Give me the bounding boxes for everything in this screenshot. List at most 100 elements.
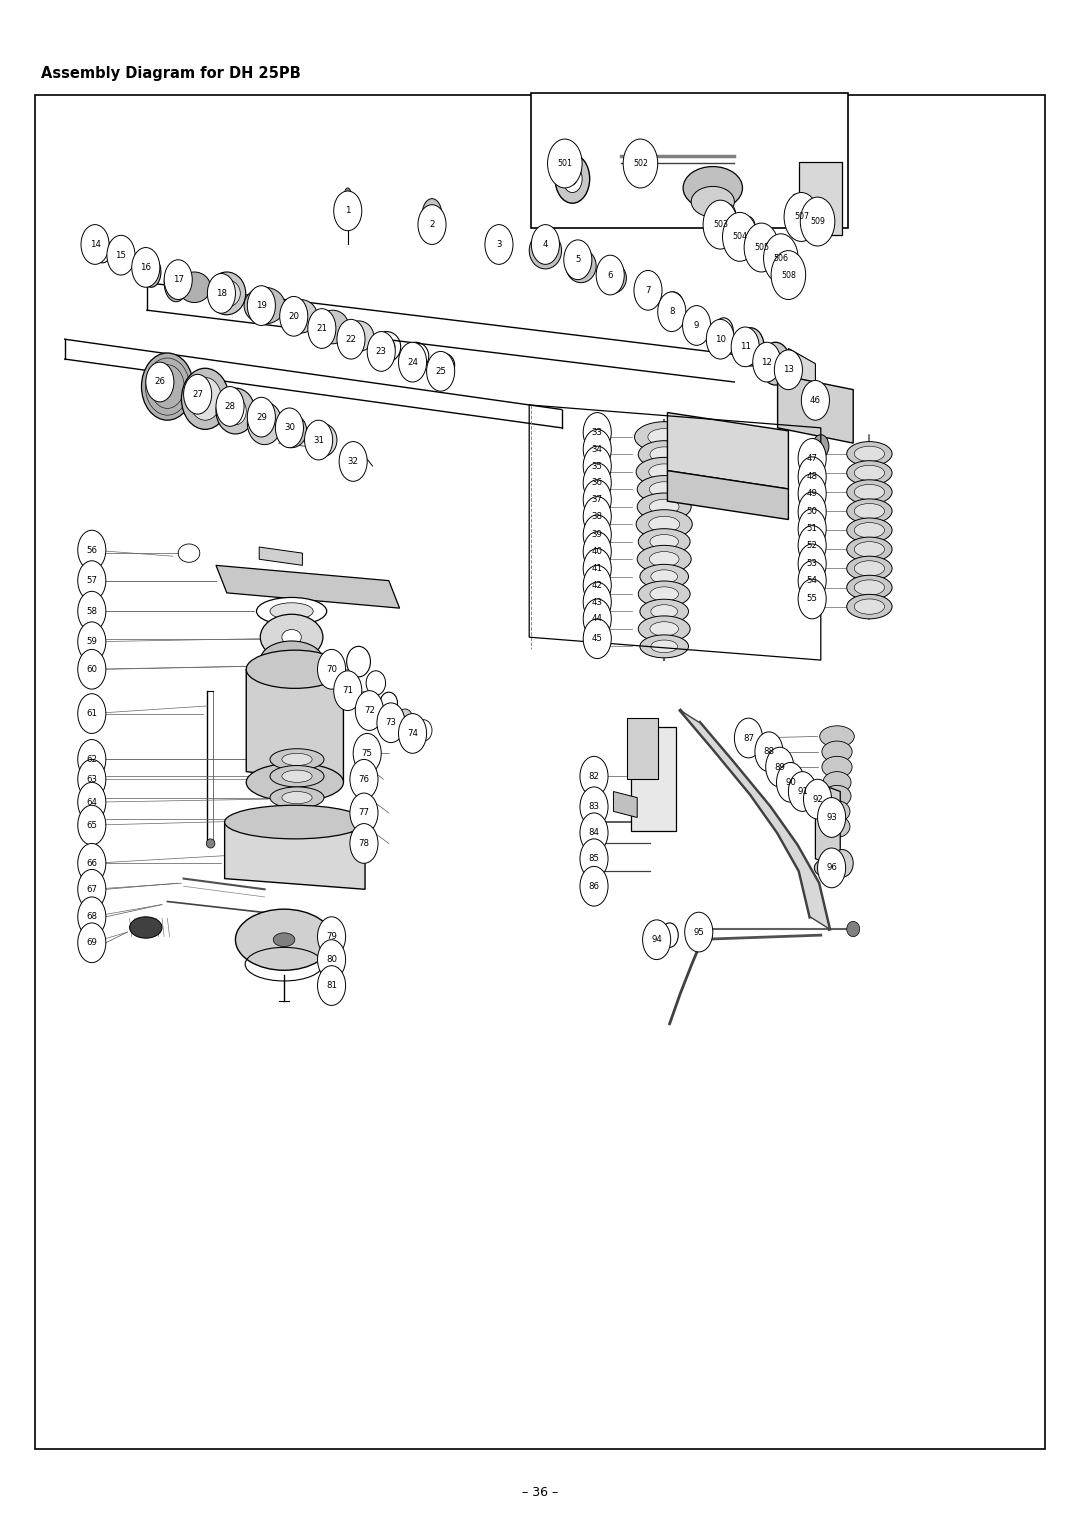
Circle shape — [78, 869, 106, 909]
Circle shape — [580, 756, 608, 796]
Text: 95: 95 — [693, 927, 704, 937]
Ellipse shape — [814, 859, 840, 877]
Ellipse shape — [854, 599, 885, 614]
Text: 502: 502 — [633, 159, 648, 168]
Circle shape — [777, 762, 805, 802]
Text: 23: 23 — [376, 347, 387, 356]
Circle shape — [280, 296, 308, 336]
Ellipse shape — [273, 932, 295, 946]
Ellipse shape — [650, 446, 678, 461]
Circle shape — [580, 866, 608, 906]
Ellipse shape — [822, 756, 852, 778]
Ellipse shape — [260, 642, 323, 678]
Polygon shape — [815, 782, 840, 868]
Ellipse shape — [812, 435, 829, 458]
Circle shape — [337, 319, 365, 359]
Ellipse shape — [636, 457, 692, 486]
Polygon shape — [667, 413, 788, 489]
Ellipse shape — [282, 753, 312, 766]
Circle shape — [564, 240, 592, 280]
Ellipse shape — [378, 338, 395, 356]
Circle shape — [580, 839, 608, 879]
Ellipse shape — [823, 772, 851, 793]
Circle shape — [583, 599, 611, 639]
Circle shape — [583, 463, 611, 503]
Circle shape — [583, 413, 611, 452]
Circle shape — [798, 526, 826, 565]
Text: 41: 41 — [592, 564, 603, 573]
Ellipse shape — [649, 481, 679, 497]
Circle shape — [78, 740, 106, 779]
Ellipse shape — [824, 816, 850, 837]
Ellipse shape — [178, 272, 211, 303]
Circle shape — [583, 480, 611, 520]
Ellipse shape — [568, 173, 577, 185]
Text: 61: 61 — [86, 709, 97, 718]
Bar — [531, 93, 848, 228]
Ellipse shape — [649, 552, 679, 567]
Ellipse shape — [213, 280, 240, 307]
Ellipse shape — [141, 257, 161, 287]
Ellipse shape — [316, 310, 349, 344]
Ellipse shape — [854, 503, 885, 518]
Text: 77: 77 — [359, 808, 369, 817]
Circle shape — [78, 530, 106, 570]
Ellipse shape — [847, 536, 892, 562]
Text: 63: 63 — [86, 775, 97, 784]
Ellipse shape — [637, 545, 691, 573]
Text: 35: 35 — [592, 461, 603, 471]
Ellipse shape — [282, 792, 312, 804]
Ellipse shape — [270, 787, 324, 808]
Ellipse shape — [637, 475, 691, 503]
Ellipse shape — [640, 636, 689, 657]
Text: 22: 22 — [346, 335, 356, 344]
Text: 505: 505 — [754, 243, 769, 252]
Ellipse shape — [854, 446, 885, 461]
Ellipse shape — [755, 226, 774, 244]
Ellipse shape — [650, 535, 678, 549]
Ellipse shape — [283, 299, 318, 333]
Ellipse shape — [189, 377, 221, 420]
Text: 31: 31 — [313, 435, 324, 445]
Text: 58: 58 — [86, 607, 97, 616]
Circle shape — [723, 212, 757, 261]
Ellipse shape — [648, 428, 680, 446]
Ellipse shape — [638, 529, 690, 555]
Text: 7: 7 — [645, 286, 651, 295]
Circle shape — [583, 515, 611, 555]
Ellipse shape — [847, 556, 892, 581]
Text: 504: 504 — [732, 232, 747, 241]
Circle shape — [78, 649, 106, 689]
Circle shape — [132, 248, 160, 287]
Ellipse shape — [415, 720, 432, 741]
Circle shape — [350, 759, 378, 799]
Text: 4: 4 — [542, 240, 549, 249]
Ellipse shape — [854, 581, 885, 594]
Circle shape — [818, 798, 846, 837]
Text: 91: 91 — [797, 787, 808, 796]
Text: 10: 10 — [715, 335, 726, 344]
Circle shape — [800, 197, 835, 246]
Circle shape — [318, 649, 346, 689]
Circle shape — [485, 225, 513, 264]
Ellipse shape — [529, 232, 562, 269]
Ellipse shape — [408, 348, 423, 364]
Circle shape — [583, 446, 611, 486]
Text: 88: 88 — [764, 747, 774, 756]
Ellipse shape — [847, 498, 892, 523]
Ellipse shape — [225, 397, 246, 425]
Ellipse shape — [847, 480, 892, 504]
Ellipse shape — [282, 770, 312, 782]
Text: 67: 67 — [86, 885, 97, 894]
Ellipse shape — [691, 186, 734, 217]
Ellipse shape — [832, 850, 853, 877]
Bar — [35, 95, 1045, 1449]
Text: 75: 75 — [362, 749, 373, 758]
Text: 6: 6 — [607, 270, 613, 280]
Text: 59: 59 — [86, 637, 97, 646]
Circle shape — [798, 509, 826, 549]
Ellipse shape — [854, 542, 885, 556]
Text: 16: 16 — [140, 263, 151, 272]
Ellipse shape — [247, 402, 282, 445]
Circle shape — [643, 920, 671, 960]
